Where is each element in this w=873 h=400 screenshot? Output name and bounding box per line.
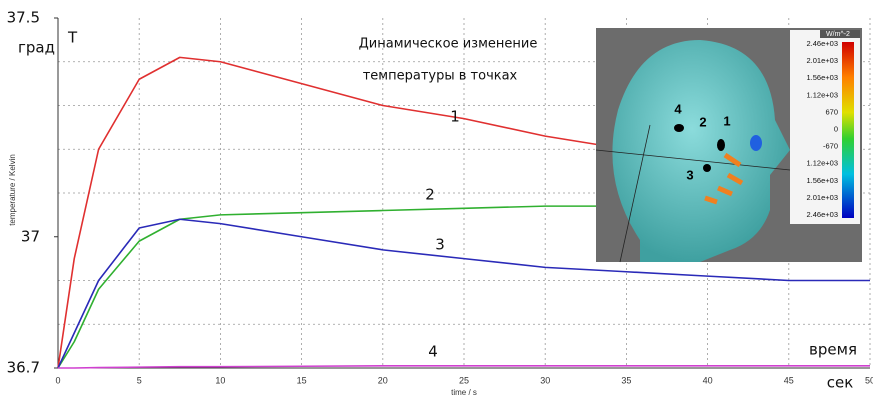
y-tick-label: 37	[21, 227, 40, 245]
series-label: 4	[428, 343, 438, 361]
y-symbol: T	[67, 29, 78, 47]
inset-image: W/m^-2 2.46e+03 2.01e+03 1.56e+03 1.12e+03 6…	[596, 28, 862, 262]
colorbar-label: -670	[823, 142, 838, 151]
y-tick-label: 36.7	[7, 359, 40, 377]
x-tick-label: 5	[137, 375, 142, 385]
x-tick-label: 40	[703, 375, 713, 385]
x-unit: сек	[827, 374, 854, 392]
y-axis-label: temperature / Kelvin	[8, 154, 17, 226]
x-tick-label: 35	[621, 375, 631, 385]
colorbar-label: 2.46e+03	[807, 39, 839, 48]
source	[750, 135, 762, 151]
y-unit: град	[18, 39, 55, 57]
y-tick-label: 37.5	[7, 9, 40, 27]
colorbar-label: 1.56e+03	[807, 73, 839, 82]
series-label: 3	[435, 236, 445, 254]
series-label: 1	[450, 108, 460, 126]
x-tick-label: 0	[55, 375, 60, 385]
colorbar-label: 1.12e+03	[807, 90, 839, 99]
x-tick-label: 50	[865, 375, 873, 385]
colorbar	[842, 42, 854, 218]
colorbar-label: 1.56e+03	[807, 176, 839, 185]
colorbar-label: 2.01e+03	[807, 193, 839, 202]
point-label: 3	[686, 167, 693, 182]
chart: 0510152025303540455036.73737.5 град T Ди…	[0, 0, 873, 400]
x-name: время	[809, 341, 857, 359]
series-line	[58, 57, 626, 368]
x-tick-label: 30	[540, 375, 550, 385]
point	[674, 124, 684, 132]
point	[703, 164, 711, 172]
point-label: 1	[723, 113, 730, 128]
colorbar-label: 2.01e+03	[807, 56, 839, 65]
colorbar-title: W/m^-2	[826, 31, 850, 38]
x-tick-label: 10	[215, 375, 225, 385]
x-tick-label: 25	[459, 375, 469, 385]
chart-subtitle: температуры в точках	[363, 69, 518, 84]
colorbar-label: 2.46e+03	[807, 210, 839, 219]
point-label: 2	[699, 114, 706, 129]
x-tick-label: 45	[784, 375, 794, 385]
point	[717, 139, 725, 151]
x-tick-label: 15	[297, 375, 307, 385]
series-line	[58, 206, 626, 368]
colorbar-label: 670	[825, 107, 838, 116]
page: {"chart_data": { "type": "line", "title"…	[0, 0, 873, 400]
x-axis-label: time / s	[451, 388, 477, 397]
chart-title: Динамическое изменение	[359, 37, 538, 52]
colorbar-label: 1.12e+03	[807, 159, 839, 168]
x-tick-label: 20	[378, 375, 388, 385]
colorbar-label: 0	[834, 124, 838, 133]
point-label: 4	[674, 101, 682, 116]
series-label: 2	[425, 186, 435, 204]
